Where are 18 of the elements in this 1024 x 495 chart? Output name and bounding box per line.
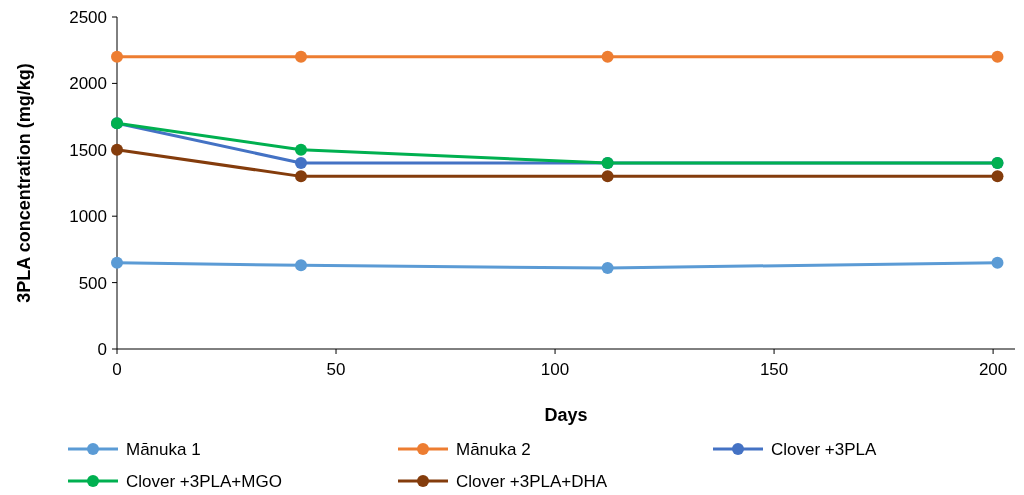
y-axis-title: 3PLA concentration (mg/kg) [14, 63, 34, 303]
x-tick-label: 150 [759, 360, 789, 379]
y-tick-label: 2500 [69, 7, 107, 27]
x-tick-label: 200 [978, 360, 1008, 379]
legend-label: Mānuka 2 [456, 439, 531, 459]
y-tick-label: 1000 [69, 207, 107, 227]
y-tick-label: 500 [78, 273, 107, 293]
x-tick-label: 50 [326, 360, 346, 379]
legend-label: Clover +3PLA [771, 439, 878, 459]
y-tick-label: 1500 [69, 140, 107, 160]
x-tick-label: 0 [112, 360, 122, 379]
y-tick-label: 0 [97, 339, 107, 359]
y-tick-label: 2000 [69, 74, 107, 94]
legend-label: Clover +3PLA+MGO [126, 471, 282, 491]
x-tick-label: 100 [540, 360, 570, 379]
legend-label: Mānuka 1 [126, 439, 201, 459]
x-axis-title: Days [544, 405, 588, 425]
legend-label: Clover +3PLA+DHA [456, 471, 608, 491]
